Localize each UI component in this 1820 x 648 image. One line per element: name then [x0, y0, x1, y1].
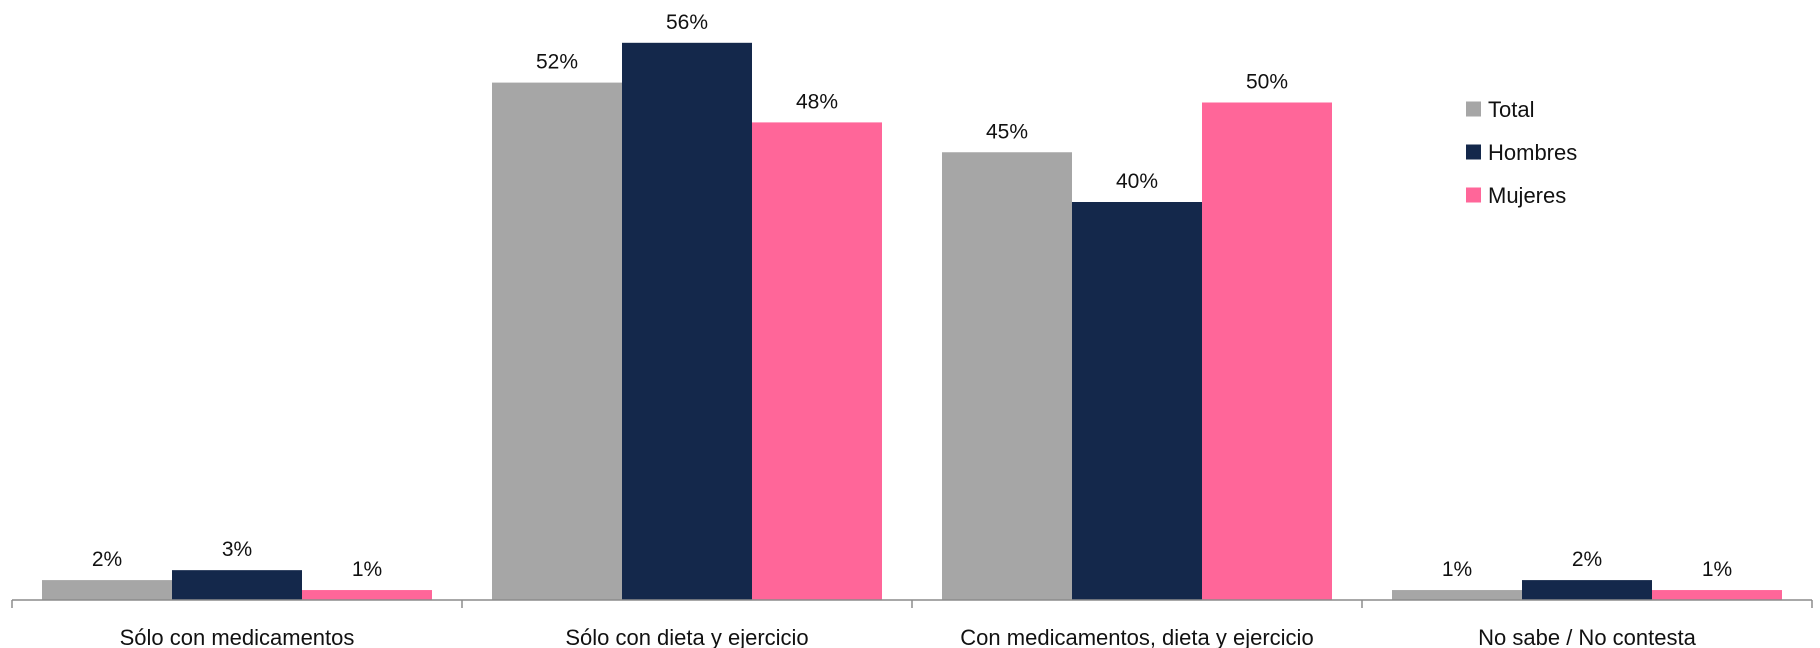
data-label-total-2: 52% [536, 51, 578, 74]
bar-mujeres-2 [752, 122, 882, 601]
data-label-hombres-2: 56% [666, 11, 708, 34]
data-labels-group: 2% 3% 1% 52% 56% 48% 45% 40% 50% 1% 2% 1% [92, 11, 1732, 581]
legend-label-hombres: Hombres [1488, 140, 1577, 165]
category-label-1: Sólo con medicamentos [120, 625, 355, 648]
category-label-2: Sólo con dieta y ejercicio [565, 625, 808, 648]
legend-swatch-hombres [1466, 144, 1481, 160]
data-label-mujeres-2: 48% [796, 90, 838, 113]
category-label-3: Con medicamentos, dieta y ejercicio [960, 625, 1313, 648]
data-label-total-3: 45% [986, 120, 1028, 143]
data-label-mujeres-4: 1% [1702, 558, 1732, 581]
bar-total-1 [42, 580, 172, 600]
bar-total-3 [942, 152, 1072, 600]
category-labels-group: Sólo con medicamentos Sólo con dieta y ej… [120, 625, 1697, 648]
bar-mujeres-3 [1202, 102, 1332, 600]
data-label-total-1: 2% [92, 548, 122, 571]
legend: Total Hombres Mujeres [1466, 97, 1577, 208]
legend-swatch-total [1466, 101, 1481, 117]
data-label-mujeres-1: 1% [352, 558, 382, 581]
data-label-hombres-3: 40% [1116, 170, 1158, 193]
bar-hombres-2 [622, 42, 752, 601]
data-label-hombres-1: 3% [222, 538, 252, 561]
bar-hombres-1 [172, 570, 302, 600]
bars-group [42, 42, 1782, 601]
category-label-4: No sabe / No contesta [1478, 625, 1696, 648]
bar-total-4 [1392, 590, 1522, 600]
bar-mujeres-1 [302, 590, 432, 600]
data-label-total-4: 1% [1442, 558, 1472, 581]
data-label-hombres-4: 2% [1572, 548, 1602, 571]
bar-hombres-3 [1072, 202, 1202, 600]
x-axis [11, 599, 1813, 608]
legend-swatch-mujeres [1466, 187, 1481, 203]
bar-hombres-4 [1522, 580, 1652, 600]
data-label-mujeres-3: 50% [1246, 71, 1288, 94]
bar-total-2 [492, 82, 622, 601]
bar-mujeres-4 [1652, 590, 1782, 600]
legend-label-mujeres: Mujeres [1488, 183, 1566, 208]
legend-label-total: Total [1488, 97, 1534, 122]
